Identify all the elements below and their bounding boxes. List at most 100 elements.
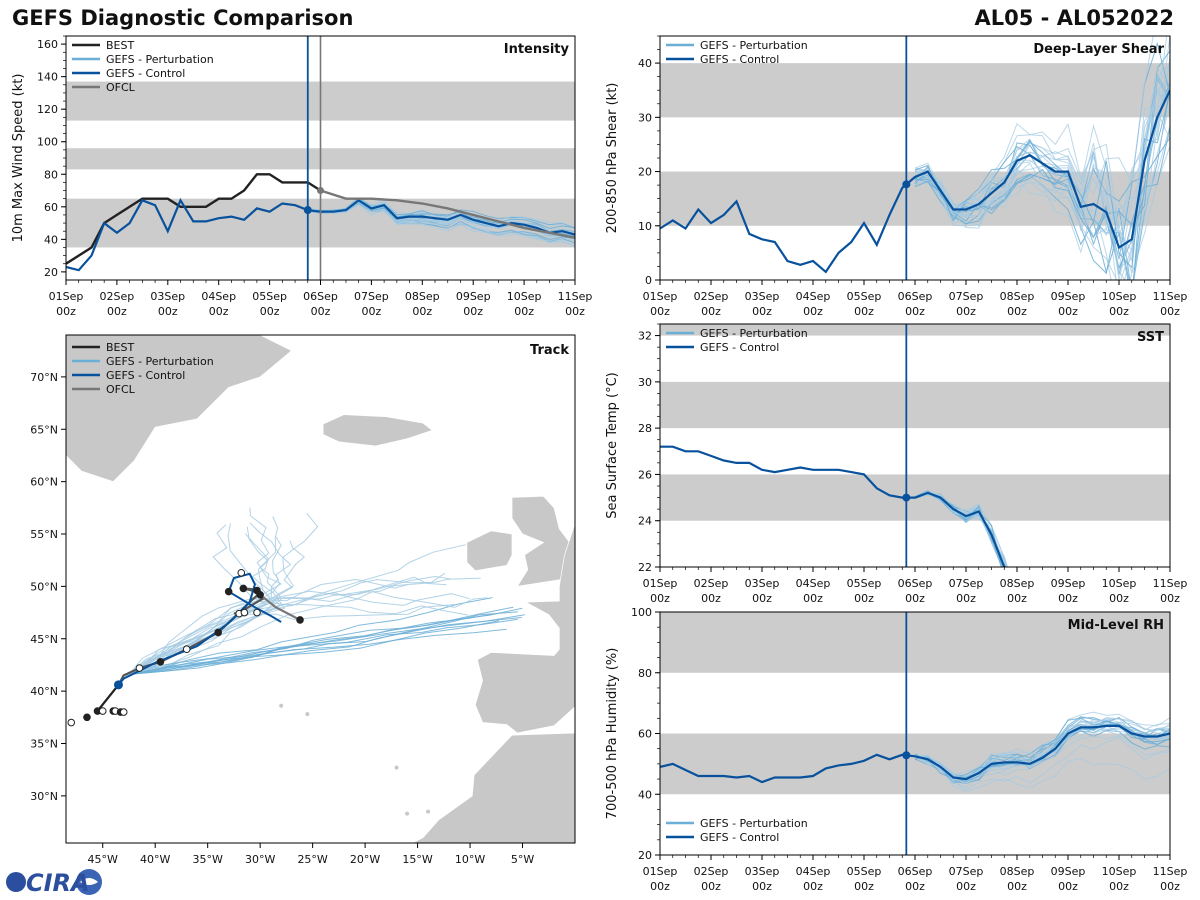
- x-tick-label: 00z: [752, 880, 772, 893]
- x-tick-label: 00z: [1007, 592, 1027, 605]
- x-tick-label: 08Sep: [1000, 290, 1035, 303]
- y-tick-label: 40: [638, 57, 652, 70]
- figure-title: GEFS Diagnostic Comparison: [12, 6, 354, 30]
- great-britain-landmass: [511, 495, 575, 587]
- legend-label: GEFS - Perturbation: [700, 39, 808, 52]
- ensemble-track-line: [118, 576, 447, 684]
- x-tick-label: 01Sep: [643, 290, 678, 303]
- x-tick-label: 03Sep: [745, 290, 780, 303]
- logo-globe-icon: [6, 872, 26, 892]
- x-tick-label: 11Sep: [558, 290, 593, 303]
- track-point: [98, 707, 107, 715]
- track-point: [237, 568, 246, 577]
- x-tick-label: 05Sep: [847, 577, 882, 590]
- lon-tick-label: 25°W: [297, 853, 327, 866]
- y-tick-label: 10: [638, 220, 652, 233]
- x-tick-label: 00z: [956, 880, 976, 893]
- legend-label: GEFS - Control: [106, 369, 185, 382]
- lon-tick-label: 20°W: [350, 853, 380, 866]
- panel-title: SST: [1137, 330, 1164, 345]
- x-tick-label: 09Sep: [456, 290, 491, 303]
- x-tick-label: 00z: [1109, 305, 1129, 318]
- y-tick-label: 24: [638, 515, 652, 528]
- x-tick-label: 01Sep: [643, 577, 678, 590]
- x-tick-label: 09Sep: [1051, 290, 1086, 303]
- x-tick-label: 00z: [565, 305, 585, 318]
- y-tick-label: 80: [44, 168, 58, 181]
- x-tick-label: 06Sep: [898, 577, 933, 590]
- x-tick-label: 02Sep: [694, 290, 729, 303]
- x-tick-label: 00z: [107, 305, 127, 318]
- storm-id: AL05 - AL052022: [974, 6, 1175, 30]
- x-tick-label: 00z: [514, 305, 534, 318]
- lon-tick-label: 45°W: [88, 853, 118, 866]
- track-map-area: [66, 335, 575, 843]
- lat-tick-label: 55°N: [30, 528, 58, 541]
- x-tick-label: 08Sep: [1000, 865, 1035, 878]
- y-tick-label: 20: [44, 266, 58, 279]
- control-track-line: [117, 572, 282, 686]
- lon-tick-label: 35°W: [192, 853, 222, 866]
- x-tick-label: 00z: [803, 880, 823, 893]
- y-tick-label: 100: [631, 606, 652, 619]
- ensemble-member-line: [914, 77, 1170, 239]
- intensity-band: [660, 63, 1170, 118]
- x-tick-label: 00z: [1109, 880, 1129, 893]
- europe-landmass: [474, 523, 575, 734]
- control-line: [660, 724, 1170, 784]
- panel-title: Track: [530, 343, 569, 358]
- x-tick-label: 00z: [1058, 592, 1078, 605]
- x-tick-label: 00z: [1058, 880, 1078, 893]
- island: [426, 809, 431, 814]
- ensemble-member-line: [914, 735, 1170, 784]
- x-tick-label: 00z: [158, 305, 178, 318]
- x-tick-label: 03Sep: [745, 577, 780, 590]
- x-tick-label: 00z: [1007, 880, 1027, 893]
- x-tick-label: 07Sep: [949, 865, 984, 878]
- ensemble-track-line: [118, 606, 514, 684]
- lon-tick-label: 40°W: [140, 853, 170, 866]
- ensemble-member-line: [307, 203, 575, 242]
- iceland-landmass: [322, 414, 434, 447]
- ensemble-track-line: [118, 544, 466, 684]
- x-tick-label: 00z: [362, 305, 382, 318]
- lon-tick-label: 15°W: [402, 853, 432, 866]
- control-line: [660, 445, 1006, 567]
- y-tick-label: 40: [44, 233, 58, 246]
- x-tick-label: 00z: [1058, 305, 1078, 318]
- legend-label: GEFS - Control: [700, 831, 779, 844]
- x-tick-label: 09Sep: [1051, 577, 1086, 590]
- x-tick-label: 01Sep: [49, 290, 84, 303]
- track-point: [67, 718, 76, 727]
- intensity-band: [660, 381, 1170, 429]
- logo-text: CIRA: [26, 869, 90, 897]
- x-tick-label: 10Sep: [507, 290, 542, 303]
- ensemble-member-line: [914, 65, 1170, 251]
- x-tick-label: 04Sep: [796, 577, 831, 590]
- logo-swirl-icon: [80, 878, 98, 885]
- ensemble-member-line: [914, 717, 1170, 784]
- lat-tick-label: 50°N: [30, 580, 58, 593]
- lat-tick-label: 40°N: [30, 685, 58, 698]
- x-tick-label: 00z: [854, 592, 874, 605]
- best-track-line: [96, 684, 120, 712]
- ensemble-member-line: [914, 109, 1170, 252]
- panel-title: Deep-Layer Shear: [1033, 42, 1164, 57]
- ensemble-track-line: [118, 603, 456, 684]
- legend-label: GEFS - Control: [106, 67, 185, 80]
- x-tick-label: 08Sep: [1000, 577, 1035, 590]
- x-tick-label: 00z: [701, 592, 721, 605]
- ofcl-init-dot: [317, 187, 324, 195]
- init-dot: [902, 493, 911, 502]
- track-panel: 45°W 40°W 35°W 30°W 25°W 20°W 15°W 10°W 5°W 30°N 3…: [30, 334, 576, 866]
- x-tick-label: 10Sep: [1102, 577, 1137, 590]
- y-tick-label: 30: [638, 111, 652, 124]
- best-track-line: [66, 173, 322, 265]
- ensemble-member-line: [914, 36, 1168, 258]
- lat-tick-label: 35°N: [30, 737, 58, 750]
- ensemble-member-line: [914, 737, 1170, 791]
- lon-tick-label: 30°W: [245, 853, 275, 866]
- x-tick-label: 00z: [803, 592, 823, 605]
- track-point: [256, 590, 264, 599]
